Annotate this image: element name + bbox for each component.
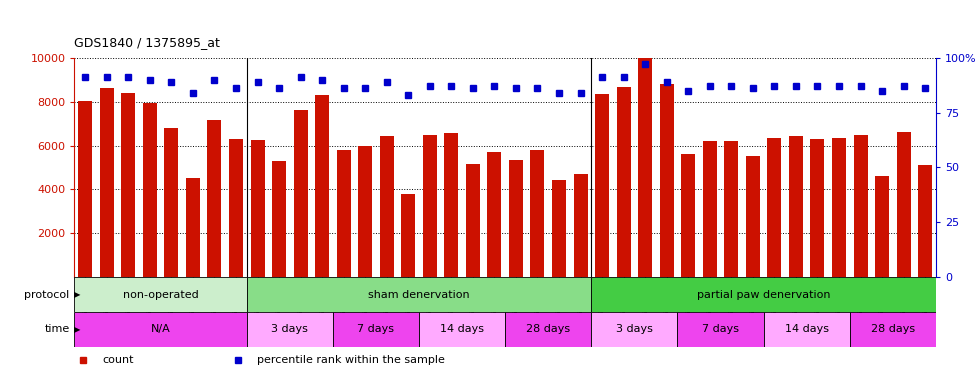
Text: count: count (102, 354, 133, 364)
Text: sham denervation: sham denervation (368, 290, 469, 300)
Bar (703, 141, 716, 277)
Bar (444, 134, 459, 277)
Bar (638, 58, 652, 277)
Bar (294, 110, 308, 277)
Bar (850, 312, 936, 347)
Bar (337, 150, 351, 277)
Text: N/A: N/A (151, 324, 171, 334)
Bar (165, 128, 178, 277)
Bar (595, 94, 610, 277)
Text: 28 days: 28 days (526, 324, 570, 334)
Bar (74, 312, 247, 347)
Bar (229, 139, 243, 277)
Bar (100, 88, 114, 277)
Bar (208, 120, 221, 277)
Bar (681, 154, 695, 277)
Bar (74, 277, 247, 312)
Bar (530, 150, 545, 277)
Bar (466, 164, 480, 277)
Bar (724, 141, 738, 277)
Bar (359, 146, 372, 277)
Text: protocol: protocol (24, 290, 70, 300)
Bar (419, 312, 506, 347)
Bar (333, 312, 419, 347)
Bar (591, 312, 677, 347)
Bar (78, 100, 92, 277)
Text: time: time (44, 324, 70, 334)
Bar (251, 140, 265, 277)
Bar (677, 312, 763, 347)
Bar (767, 138, 781, 277)
Bar (316, 95, 329, 277)
Bar (143, 103, 157, 277)
Bar (552, 180, 566, 277)
Bar (832, 138, 846, 277)
Text: non-operated: non-operated (122, 290, 199, 300)
Bar (854, 135, 867, 277)
Text: GDS1840 / 1375895_at: GDS1840 / 1375895_at (74, 36, 220, 49)
Bar (660, 84, 673, 277)
Text: ▶: ▶ (74, 290, 80, 299)
Bar (573, 174, 588, 277)
Bar (379, 136, 394, 277)
Bar (247, 277, 591, 312)
Text: 7 days: 7 days (702, 324, 739, 334)
Text: 14 days: 14 days (440, 324, 484, 334)
Bar (897, 132, 910, 277)
Bar (272, 161, 286, 277)
Text: 28 days: 28 days (871, 324, 915, 334)
Bar (509, 160, 523, 277)
Bar (401, 194, 416, 277)
Bar (763, 312, 850, 347)
Bar (487, 152, 502, 277)
Bar (506, 312, 591, 347)
Text: 3 days: 3 days (616, 324, 653, 334)
Text: 3 days: 3 days (271, 324, 309, 334)
Bar (122, 93, 135, 277)
Bar (746, 156, 760, 277)
Bar (422, 135, 437, 277)
Bar (789, 136, 803, 277)
Bar (247, 312, 333, 347)
Text: ▶: ▶ (74, 325, 80, 334)
Text: 14 days: 14 days (785, 324, 829, 334)
Text: partial paw denervation: partial paw denervation (697, 290, 830, 300)
Text: percentile rank within the sample: percentile rank within the sample (257, 354, 445, 364)
Bar (918, 165, 932, 277)
Bar (616, 87, 631, 277)
Text: 7 days: 7 days (358, 324, 395, 334)
Bar (186, 178, 200, 277)
Bar (875, 176, 889, 277)
Bar (810, 139, 824, 277)
Bar (591, 277, 936, 312)
